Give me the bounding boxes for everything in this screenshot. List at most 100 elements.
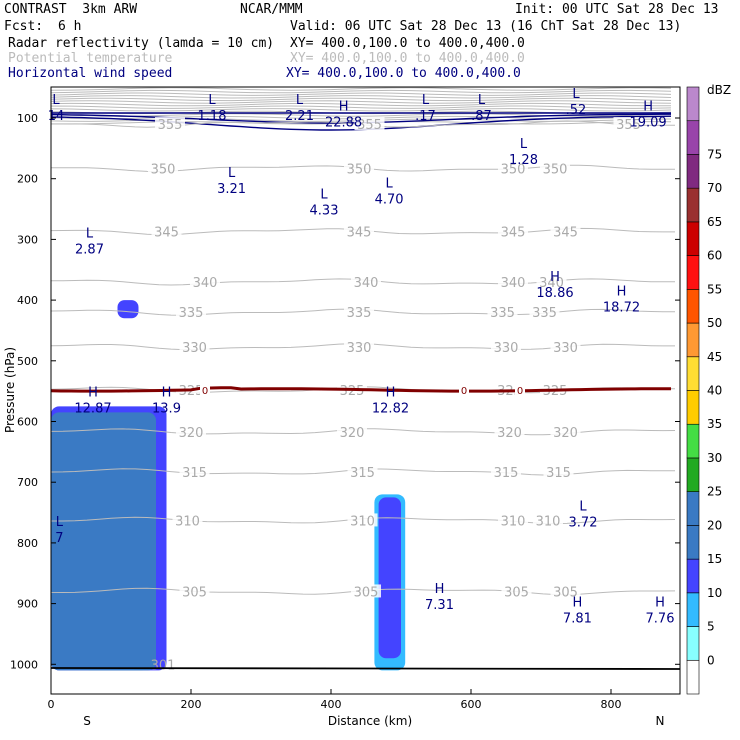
- theta-label-bg: [498, 161, 528, 175]
- colorbar-tick-label: 65: [707, 215, 722, 229]
- theta-label-335: 335: [532, 306, 557, 321]
- upper-contour-line: [51, 92, 672, 96]
- colorbar-swatch: [686, 423, 700, 459]
- theta-label-315: 315: [350, 466, 375, 481]
- freezing-line: [51, 386, 672, 393]
- colorbar-tick-label: 70: [707, 181, 722, 195]
- theta-label-340: 340: [501, 276, 526, 291]
- theta-label-345: 345: [501, 226, 526, 241]
- theta-label-bg: [172, 513, 203, 527]
- extremum-type-L: L: [579, 500, 587, 515]
- reflectivity-region-20dbz-2: [82, 415, 149, 671]
- theta-label-bg: [540, 161, 570, 175]
- extremum-value: 4.33: [310, 204, 339, 219]
- theta-label-305: 305: [354, 585, 379, 600]
- plot-border: [50, 86, 681, 695]
- potential-temperature-contours: 355 355 355 350 350 350 350 345 345 345 345 340 340 3…: [51, 117, 676, 673]
- theta-label-335: 335: [179, 306, 204, 321]
- init-time: Init: 00 UTC Sat 28 Dec 13: [515, 2, 719, 17]
- x-tick-label: 400: [321, 698, 342, 711]
- extremum-value: .87: [471, 109, 492, 124]
- field-reflectivity-name: Radar reflectivity (lamda = 10 cm): [8, 36, 275, 51]
- colorbar-swatch: [686, 187, 700, 223]
- field-wind-xy: XY= 400.0,100.0 to 400.0,400.0: [286, 66, 521, 81]
- theta-label-305: 305: [553, 585, 578, 600]
- extremum-value: 12.87: [74, 402, 111, 417]
- y-tick-label: 1000: [10, 658, 38, 671]
- extremum-type-H: H: [573, 596, 583, 611]
- theta-label-bg: [501, 584, 532, 598]
- reflectivity-region-10dbz-4: [378, 497, 401, 659]
- extremum-type-H: H: [643, 100, 653, 115]
- theta-label-bg: [498, 224, 528, 238]
- colorbar-swatch: [686, 626, 700, 661]
- colorbar-tick-label: 0: [707, 653, 715, 667]
- y-axis-label: Pressure (hPa): [3, 347, 17, 433]
- extremum-type-H: H: [386, 386, 396, 401]
- theta-label-bg: [344, 305, 374, 319]
- theta-label-345: 345: [553, 226, 578, 241]
- colorbar-swatch: [686, 390, 700, 425]
- freezing-label-bg: [459, 383, 469, 395]
- extremum-type-H: H: [339, 100, 349, 115]
- extremum-type-L: L: [52, 93, 60, 108]
- theta-label-355: 355: [616, 118, 641, 133]
- y-tick-label: 400: [17, 294, 38, 307]
- colorbar-swatch: [686, 120, 700, 155]
- theta-label-bg: [190, 274, 220, 288]
- theta-label-315: 315: [182, 466, 207, 481]
- extremum-value: 7.76: [646, 612, 675, 627]
- upper-contour-line: [51, 95, 672, 99]
- colorbar-swatch: [686, 255, 700, 290]
- colorbar-swatch: [686, 221, 700, 256]
- theta-label-bg: [179, 464, 210, 478]
- forecast-value: 6 h: [58, 19, 82, 34]
- forecast-label: Fcst:: [4, 19, 44, 34]
- colorbar-tick-label: 50: [707, 316, 722, 330]
- theta-label-bg: [491, 339, 521, 353]
- theta-label-305: 305: [182, 585, 207, 600]
- freezing-label: 0: [202, 386, 208, 397]
- theta-label-330: 330: [182, 341, 207, 356]
- model-title: CONTRAST 3km ARW: [4, 2, 138, 17]
- theta-label-345: 345: [154, 226, 179, 241]
- extremum-value: .17: [415, 109, 436, 124]
- y-tick-label: 800: [17, 537, 38, 550]
- theta-label-310: 310: [536, 514, 561, 529]
- theta-label-bg: [550, 424, 581, 438]
- reflectivity-layer: [51, 300, 406, 671]
- extremum-type-L: L: [572, 87, 580, 102]
- ground-line: [50, 667, 681, 670]
- theta-label-bg: [543, 464, 574, 478]
- theta-label-350: 350: [347, 162, 372, 177]
- field-reflectivity-xy: XY= 400.0,100.0 to 400.0,400.0: [290, 36, 525, 51]
- extremum-value: 19.09: [629, 116, 666, 131]
- extremum-type-L: L: [208, 93, 216, 108]
- theta-label-bg: [179, 339, 210, 353]
- theta-label-bg: [148, 161, 178, 175]
- extremum-value: 2.21: [285, 109, 314, 124]
- x-tick-label: 0: [48, 698, 55, 711]
- theta-label-bg: [533, 513, 563, 527]
- extremum-type-H: H: [655, 596, 665, 611]
- y-tick-label: 200: [17, 173, 38, 186]
- y-tick-label: 100: [17, 112, 38, 125]
- theta-label-bg: [351, 584, 381, 598]
- extremum-value: 12.82: [372, 402, 409, 417]
- colorbar-tick-label: 10: [707, 586, 722, 600]
- colorbar-tick-label: 30: [707, 451, 722, 465]
- colorbar-swatch: [686, 322, 700, 358]
- extremum-type-L: L: [385, 177, 393, 192]
- theta-label-bg: [529, 305, 560, 319]
- extremum-type-L: L: [422, 93, 430, 108]
- theta-label-bg: [176, 305, 206, 319]
- upper-contour-line: [51, 87, 672, 91]
- theta-label-bg: [176, 424, 206, 438]
- extremum-value: 3.72: [569, 516, 598, 531]
- extremum-value: .52: [566, 103, 587, 118]
- theta-label-340: 340: [354, 276, 379, 291]
- theta-label-bg: [498, 274, 528, 288]
- theta-label-bg: [347, 464, 378, 478]
- extremum-value: 1.18: [198, 109, 227, 124]
